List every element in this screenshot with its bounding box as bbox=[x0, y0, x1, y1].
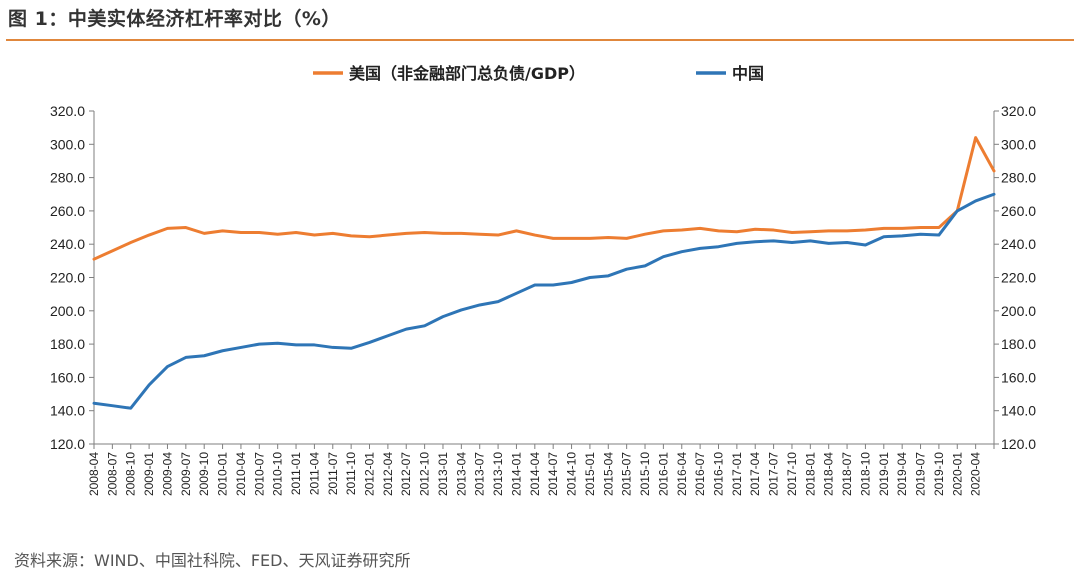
legend-label-us: 美国（非金融部门总负债/GDP） bbox=[349, 64, 585, 83]
x-tick-label: 2011-07 bbox=[326, 452, 340, 495]
y-tick-label-right: 180.0 bbox=[1001, 336, 1036, 352]
chart-svg: 美国（非金融部门总负债/GDP） 中国 120.0 140.0 160.0 180.0… bbox=[50, 64, 1036, 496]
x-tick-label: 2017-07 bbox=[767, 452, 781, 496]
legend: 美国（非金融部门总负债/GDP） 中国 bbox=[313, 64, 764, 83]
y-tick-label-right: 140.0 bbox=[1001, 403, 1036, 419]
x-tick-label: 2016-01 bbox=[656, 452, 670, 496]
x-tick-label: 2012-04 bbox=[381, 452, 395, 496]
x-tick-label: 2015-01 bbox=[583, 452, 597, 496]
x-tick-label: 2010-07 bbox=[252, 452, 266, 496]
x-tick-label: 2008-04 bbox=[87, 452, 101, 496]
x-tick-label: 2012-01 bbox=[363, 452, 377, 496]
x-tick-label: 2020-04 bbox=[969, 452, 983, 496]
x-tick-label: 2015-07 bbox=[620, 452, 634, 496]
y-tick-label-left: 180.0 bbox=[50, 336, 85, 352]
series-group bbox=[92, 136, 996, 410]
series-line-us bbox=[92, 136, 996, 261]
x-tick-label: 2013-01 bbox=[436, 452, 450, 496]
y-tick-label-left: 200.0 bbox=[50, 303, 85, 319]
y-tick-label-left: 240.0 bbox=[50, 236, 85, 252]
x-tick-label: 2019-07 bbox=[914, 452, 928, 496]
title-rule bbox=[6, 39, 1074, 41]
x-tick-label: 2017-10 bbox=[785, 452, 799, 496]
x-tick-label: 2008-07 bbox=[105, 452, 119, 496]
y-tick-label-left: 140.0 bbox=[50, 403, 85, 419]
x-tick-label: 2019-04 bbox=[895, 452, 909, 496]
x-tick-label: 2016-04 bbox=[675, 452, 689, 496]
x-tick-label: 2018-01 bbox=[803, 452, 817, 496]
x-tick-label: 2009-01 bbox=[142, 452, 156, 496]
y-tick-label-right: 120.0 bbox=[1001, 436, 1036, 452]
x-tick-label: 2018-07 bbox=[840, 452, 854, 496]
series-line-china bbox=[92, 192, 996, 410]
x-tick-label: 2014-01 bbox=[509, 452, 523, 496]
y-tick-label-right: 300.0 bbox=[1001, 136, 1036, 152]
x-tick-label: 2014-10 bbox=[565, 452, 579, 496]
y-tick-label-left: 260.0 bbox=[50, 203, 85, 219]
y-tick-label-right: 280.0 bbox=[1001, 170, 1036, 186]
source-note: 资料来源：WIND、中国社科院、FED、天风证券研究所 bbox=[14, 551, 411, 570]
chart-title: 图 1：中美实体经济杠杆率对比（%） bbox=[8, 8, 341, 30]
axes: 120.0 140.0 160.0 180.0 200.0 220.0 240.0 260.0… bbox=[50, 103, 1036, 496]
x-tick-label: 2018-10 bbox=[858, 452, 872, 496]
x-tick-label: 2015-04 bbox=[601, 452, 615, 496]
x-tick-label: 2008-10 bbox=[124, 452, 138, 496]
y-tick-label-right: 260.0 bbox=[1001, 203, 1036, 219]
y-tick-label-left: 300.0 bbox=[50, 136, 85, 152]
y-tick-label-right: 240.0 bbox=[1001, 236, 1036, 252]
x-tick-label: 2015-10 bbox=[638, 452, 652, 496]
y-tick-label-right: 320.0 bbox=[1001, 103, 1036, 119]
x-tick-label: 2016-10 bbox=[711, 452, 725, 496]
x-tick-label: 2009-04 bbox=[160, 452, 174, 496]
y-tick-label-right: 200.0 bbox=[1001, 303, 1036, 319]
y-tick-label-left: 120.0 bbox=[50, 436, 85, 452]
x-tick-label: 2011-10 bbox=[344, 452, 358, 495]
x-tick-label: 2011-01 bbox=[289, 452, 303, 495]
x-tick-label: 2009-10 bbox=[197, 452, 211, 496]
x-tick-label: 2017-04 bbox=[748, 452, 762, 496]
x-tick-label: 2018-04 bbox=[822, 452, 836, 496]
x-tick-label: 2010-10 bbox=[271, 452, 285, 496]
x-tick-label: 2013-07 bbox=[473, 452, 487, 496]
y-tick-label-left: 280.0 bbox=[50, 170, 85, 186]
x-tick-label: 2009-07 bbox=[179, 452, 193, 496]
x-tick-label: 2013-10 bbox=[491, 452, 505, 496]
x-tick-label: 2010-01 bbox=[216, 452, 230, 496]
x-tick-label: 2019-10 bbox=[932, 452, 946, 496]
x-tick-label: 2014-07 bbox=[546, 452, 560, 496]
x-tick-label: 2016-07 bbox=[693, 452, 707, 496]
x-tick-label: 2020-01 bbox=[950, 452, 964, 496]
x-tick-label: 2012-07 bbox=[399, 452, 413, 496]
y-tick-label-left: 160.0 bbox=[50, 369, 85, 385]
x-tick-label: 2019-01 bbox=[877, 452, 891, 496]
x-tick-label: 2012-10 bbox=[418, 452, 432, 496]
y-tick-label-left: 220.0 bbox=[50, 270, 85, 286]
y-tick-label-right: 220.0 bbox=[1001, 270, 1036, 286]
y-tick-label-left: 320.0 bbox=[50, 103, 85, 119]
legend-label-china: 中国 bbox=[732, 64, 764, 83]
x-tick-label: 2014-04 bbox=[528, 452, 542, 496]
x-tick-label: 2011-04 bbox=[307, 452, 321, 495]
y-tick-label-right: 160.0 bbox=[1001, 369, 1036, 385]
x-tick-label: 2013-04 bbox=[454, 452, 468, 496]
x-tick-label: 2010-04 bbox=[234, 452, 248, 496]
x-tick-label: 2017-01 bbox=[730, 452, 744, 496]
